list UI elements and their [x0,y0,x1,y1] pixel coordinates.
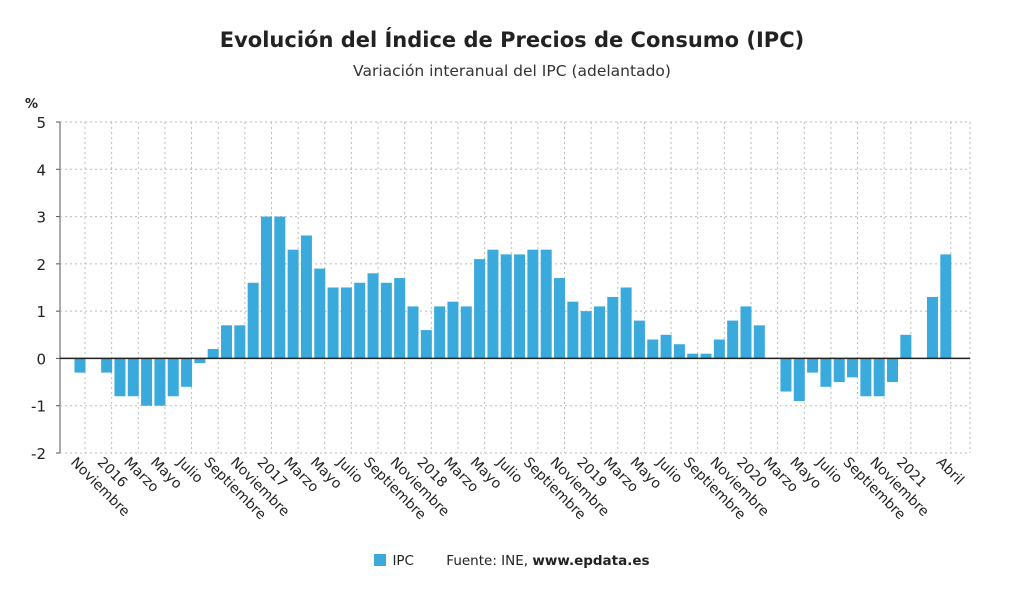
y-tick-label: 3 [36,209,46,227]
bar [860,358,872,397]
bar [394,278,406,359]
source-note: Fuente: INE, www.epdata.es [446,553,649,569]
bar [514,254,526,359]
bar [314,268,326,359]
y-tick-label: -2 [31,445,46,463]
y-tick-label: 5 [36,114,46,132]
bar [567,301,579,359]
bar [354,282,366,359]
bar [474,259,486,359]
bar [647,339,659,359]
bar [327,287,339,359]
y-tick-label: 1 [36,303,46,321]
bar [141,358,153,406]
source-prefix: Fuente: INE, [446,553,529,569]
bar [900,334,912,359]
bar [887,358,899,383]
bar [194,358,206,364]
y-tick-label: -1 [31,398,46,416]
legend-swatch-ipc [374,554,387,566]
source-site: www.epdata.es [532,553,650,569]
bar [753,325,765,359]
bar [447,301,459,359]
bar [780,358,792,392]
bar [820,358,832,387]
bar [527,249,539,359]
bar [740,306,752,359]
y-axis-ticks: -2 -1 0 1 2 3 4 5 [31,114,60,463]
bar [873,358,885,397]
bar [287,249,299,359]
bar [407,306,419,359]
bar [620,287,632,359]
bar [500,254,512,359]
x-axis-ticks: Noviembre2016MarzoMayoJulioSeptiembreNov… [67,454,967,523]
bar [940,254,952,359]
x-tick-label: Abril [933,455,967,489]
bar [434,306,446,359]
bar [74,358,86,373]
bar [593,306,605,359]
bar [847,358,859,378]
bar [247,282,259,359]
bar [340,287,352,359]
bar [713,339,725,359]
bar [687,353,699,359]
bar [673,344,685,359]
bars [74,216,952,406]
bar [101,358,113,373]
bar [114,358,126,397]
bar [554,278,566,359]
bar [127,358,139,397]
bar [807,358,819,373]
bar [260,216,272,359]
bar [487,249,499,359]
bar [833,358,845,383]
bar [380,282,392,359]
bar [460,306,472,359]
bar [580,311,592,359]
bar [181,358,193,387]
bar [167,358,179,397]
bar [420,330,432,359]
chart-subtitle: Variación interanual del IPC (adelantado… [353,62,671,80]
bar [300,235,312,359]
bar [221,325,233,359]
legend: IPC Fuente: INE, www.epdata.es [0,553,1024,569]
legend-label-ipc: IPC [392,553,414,569]
bar [154,358,166,406]
bar [607,296,619,359]
bar [540,249,552,359]
y-axis-unit: % [25,97,38,112]
bar [367,273,379,359]
bar [660,334,672,359]
y-tick-label: 2 [36,256,46,274]
y-tick-label: 0 [36,350,46,368]
bar [633,320,645,359]
bar [727,320,739,359]
bar [926,296,938,359]
chart-title: Evolución del Índice de Precios de Consu… [219,28,805,52]
bar [700,353,712,359]
y-tick-label: 4 [36,161,46,179]
bar [274,216,286,359]
bar [207,348,219,359]
bar [793,358,805,401]
bar [234,325,246,359]
